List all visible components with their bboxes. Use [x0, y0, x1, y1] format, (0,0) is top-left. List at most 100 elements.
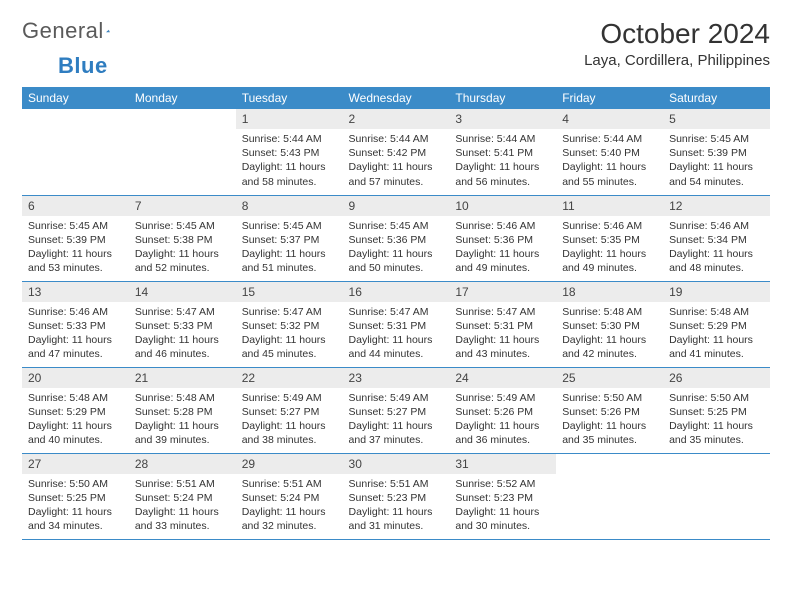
day-number: 24 — [449, 368, 556, 388]
day-details: Sunrise: 5:51 AMSunset: 5:24 PMDaylight:… — [236, 474, 343, 538]
calendar-cell: 16Sunrise: 5:47 AMSunset: 5:31 PMDayligh… — [343, 281, 450, 367]
sunset-line: Sunset: 5:34 PM — [669, 234, 747, 246]
day-number: 3 — [449, 109, 556, 129]
weekday-header: Thursday — [449, 87, 556, 109]
day-number: 27 — [22, 454, 129, 474]
calendar-cell: .. — [129, 109, 236, 195]
daylight-line: Daylight: 11 hours and 48 minutes. — [669, 248, 753, 274]
sunrise-line: Sunrise: 5:46 AM — [28, 306, 108, 318]
sunset-line: Sunset: 5:33 PM — [135, 320, 213, 332]
day-number: 6 — [22, 196, 129, 216]
weekday-header: Sunday — [22, 87, 129, 109]
day-details: Sunrise: 5:47 AMSunset: 5:31 PMDaylight:… — [449, 302, 556, 366]
day-details: Sunrise: 5:44 AMSunset: 5:40 PMDaylight:… — [556, 129, 663, 193]
calendar-cell: 4Sunrise: 5:44 AMSunset: 5:40 PMDaylight… — [556, 109, 663, 195]
sunset-line: Sunset: 5:33 PM — [28, 320, 106, 332]
calendar-cell: 13 Sunrise: 5:46 AM Sunset: 5:33 PM Dayligh… — [22, 281, 129, 367]
calendar-cell: 23Sunrise: 5:49 AMSunset: 5:27 PMDayligh… — [343, 367, 450, 453]
day-details: Sunrise: 5:49 AM Sunset: 5:26 PM Daylight:… — [449, 388, 556, 452]
daylight-line: Daylight: 11 hours and 33 minutes. — [135, 506, 219, 532]
day-details: Sunrise: 5:50 AMSunset: 5:25 PMDaylight:… — [22, 474, 129, 538]
daylight-line: Daylight: 11 hours and 36 minutes. — [455, 420, 539, 446]
sunset-line: Sunset: 5:25 PM — [28, 492, 106, 504]
day-details: Sunrise: 5:47 AMSunset: 5:31 PMDaylight:… — [343, 302, 450, 366]
day-number: 19 — [663, 282, 770, 302]
calendar-cell: 3Sunrise: 5:44 AMSunset: 5:41 PMDaylight… — [449, 109, 556, 195]
calendar-cell: 5Sunrise: 5:45 AMSunset: 5:39 PMDaylight… — [663, 109, 770, 195]
sunset-line: Sunset: 5:26 PM — [455, 406, 533, 418]
calendar-cell: 19Sunrise: 5:48 AMSunset: 5:29 PMDayligh… — [663, 281, 770, 367]
day-number: 13 — [22, 282, 129, 302]
daylight-line: Daylight: 11 hours and 46 minutes. — [135, 334, 219, 360]
daylight-line: Daylight: 11 hours and 39 minutes. — [135, 420, 219, 446]
day-details: Sunrise: 5:46 AMSunset: 5:35 PMDaylight:… — [556, 216, 663, 280]
calendar-cell: 26Sunrise: 5:50 AMSunset: 5:25 PMDayligh… — [663, 367, 770, 453]
sunrise-line: Sunrise: 5:50 AM — [562, 392, 642, 404]
daylight-line: Daylight: 11 hours and 47 minutes. — [28, 334, 112, 360]
day-details: Sunrise: 5:49 AMSunset: 5:27 PMDaylight:… — [343, 388, 450, 452]
sunrise-line: Sunrise: 5:45 AM — [242, 220, 322, 232]
day-details: Sunrise: 5:45 AMSunset: 5:38 PMDaylight:… — [129, 216, 236, 280]
day-details: Sunrise: 5:50 AMSunset: 5:26 PMDaylight:… — [556, 388, 663, 452]
daylight-line: Daylight: 11 hours and 30 minutes. — [455, 506, 539, 532]
day-number: 22 — [236, 368, 343, 388]
day-number: 2 — [343, 109, 450, 129]
sunset-line: Sunset: 5:23 PM — [349, 492, 427, 504]
sunrise-line: Sunrise: 5:45 AM — [28, 220, 108, 232]
calendar-row: 6Sunrise: 5:45 AMSunset: 5:39 PMDaylight… — [22, 195, 770, 281]
sunset-line: Sunset: 5:29 PM — [669, 320, 747, 332]
sunset-line: Sunset: 5:42 PM — [349, 147, 427, 159]
calendar-cell: .. — [556, 453, 663, 539]
day-number: 17 — [449, 282, 556, 302]
day-number: 9 — [343, 196, 450, 216]
calendar-cell: 27Sunrise: 5:50 AMSunset: 5:25 PMDayligh… — [22, 453, 129, 539]
sunrise-line: Sunrise: 5:45 AM — [349, 220, 429, 232]
sunrise-line: Sunrise: 5:47 AM — [455, 306, 535, 318]
day-number: 10 — [449, 196, 556, 216]
calendar-cell: 22Sunrise: 5:49 AMSunset: 5:27 PMDayligh… — [236, 367, 343, 453]
day-number: 29 — [236, 454, 343, 474]
day-details: Sunrise: 5:47 AMSunset: 5:32 PMDaylight:… — [236, 302, 343, 366]
daylight-line: Daylight: 11 hours and 55 minutes. — [562, 161, 646, 187]
calendar-cell: 29Sunrise: 5:51 AMSunset: 5:24 PMDayligh… — [236, 453, 343, 539]
sunrise-line: Sunrise: 5:49 AM — [455, 392, 535, 404]
day-number: 8 — [236, 196, 343, 216]
calendar-body: ....1Sunrise: 5:44 AMSunset: 5:43 PMDayl… — [22, 109, 770, 539]
daylight-line: Daylight: 11 hours and 54 minutes. — [669, 161, 753, 187]
header: General October 2024 Laya, Cordillera, P… — [22, 18, 770, 69]
sunrise-line: Sunrise: 5:49 AM — [349, 392, 429, 404]
calendar-cell: 25Sunrise: 5:50 AMSunset: 5:26 PMDayligh… — [556, 367, 663, 453]
calendar-cell: 1Sunrise: 5:44 AMSunset: 5:43 PMDaylight… — [236, 109, 343, 195]
day-number: 11 — [556, 196, 663, 216]
calendar-cell: .. — [22, 109, 129, 195]
day-details: Sunrise: 5:44 AMSunset: 5:42 PMDaylight:… — [343, 129, 450, 193]
month-title: October 2024 — [584, 18, 770, 50]
calendar-cell: 18Sunrise: 5:48 AMSunset: 5:30 PMDayligh… — [556, 281, 663, 367]
day-details: Sunrise: 5:48 AMSunset: 5:28 PMDaylight:… — [129, 388, 236, 452]
daylight-line: Daylight: 11 hours and 42 minutes. — [562, 334, 646, 360]
sunset-line: Sunset: 5:35 PM — [562, 234, 640, 246]
day-details: Sunrise: 5:45 AMSunset: 5:39 PMDaylight:… — [22, 216, 129, 280]
day-details: Sunrise: 5:47 AMSunset: 5:33 PMDaylight:… — [129, 302, 236, 366]
daylight-line: Daylight: 11 hours and 41 minutes. — [669, 334, 753, 360]
day-number: 31 — [449, 454, 556, 474]
sunrise-line: Sunrise: 5:49 AM — [242, 392, 322, 404]
calendar-row: 13 Sunrise: 5:46 AM Sunset: 5:33 PM Dayligh… — [22, 281, 770, 367]
calendar-cell: 21Sunrise: 5:48 AMSunset: 5:28 PMDayligh… — [129, 367, 236, 453]
day-number: 12 — [663, 196, 770, 216]
daylight-line: Daylight: 11 hours and 45 minutes. — [242, 334, 326, 360]
calendar-cell: .. — [663, 453, 770, 539]
sunrise-line: Sunrise: 5:47 AM — [349, 306, 429, 318]
day-number: 18 — [556, 282, 663, 302]
day-details: Sunrise: 5:44 AMSunset: 5:43 PMDaylight:… — [236, 129, 343, 193]
sunrise-line: Sunrise: 5:46 AM — [455, 220, 535, 232]
sunset-line: Sunset: 5:36 PM — [349, 234, 427, 246]
day-details: Sunrise: 5:51 AMSunset: 5:23 PMDaylight:… — [343, 474, 450, 538]
sunrise-line: Sunrise: 5:51 AM — [135, 478, 215, 490]
sunset-line: Sunset: 5:32 PM — [242, 320, 320, 332]
sunrise-line: Sunrise: 5:44 AM — [562, 133, 642, 145]
day-number: 1 — [236, 109, 343, 129]
calendar-cell: 17Sunrise: 5:47 AMSunset: 5:31 PMDayligh… — [449, 281, 556, 367]
daylight-line: Daylight: 11 hours and 35 minutes. — [669, 420, 753, 446]
sunrise-line: Sunrise: 5:46 AM — [562, 220, 642, 232]
